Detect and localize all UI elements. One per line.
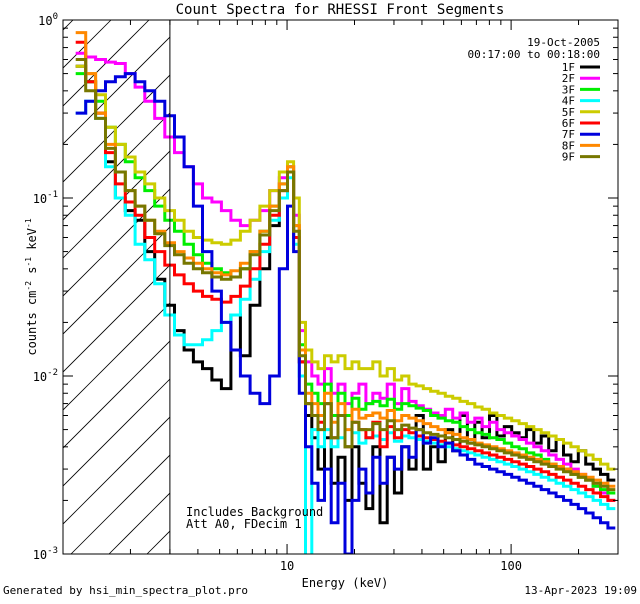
x-axis-label: Energy (keV) <box>302 576 389 590</box>
legend-label: 9F <box>562 151 575 164</box>
hatch-line <box>70 454 170 554</box>
series-line-7F <box>75 72 616 554</box>
series-line-8F <box>75 31 616 488</box>
legend-label: 7F <box>562 128 575 141</box>
hatch-line <box>63 416 170 525</box>
footer-timestamp: 13-Apr-2023 19:09 <box>524 584 637 597</box>
date-label: 19-Oct-2005 <box>527 36 600 49</box>
hatch-line <box>63 378 170 487</box>
y-tick-label: 10-2 <box>33 368 58 384</box>
hatch-line <box>63 302 170 411</box>
x-tick-label: 10 <box>280 559 294 573</box>
chart-title: Count Spectra for RHESSI Front Segments <box>176 2 505 18</box>
series-line-1F <box>75 64 616 525</box>
series-line-3F <box>75 72 616 495</box>
annotation-background: Includes Background <box>186 505 323 519</box>
legend-label: 4F <box>562 95 575 108</box>
y-axis-label: counts cm-2 s-1 keV-1 <box>24 218 39 355</box>
legend-label: 6F <box>562 117 575 130</box>
series-layer <box>75 31 616 554</box>
hatch-line <box>63 188 170 297</box>
x-tick-label: 100 <box>500 559 522 573</box>
hatch-line <box>63 112 170 221</box>
hatch-line <box>63 20 150 107</box>
series-line-5F <box>75 64 616 471</box>
hatch-line <box>63 20 74 31</box>
series-line-9F <box>75 58 616 492</box>
y-tick-label: 10-3 <box>33 546 58 562</box>
legend-label: 2F <box>562 72 575 85</box>
x-axis: 10 100 <box>62 20 619 573</box>
plot-frame <box>62 19 619 555</box>
series-line-6F <box>75 40 616 502</box>
hatch-line <box>63 264 170 373</box>
hatch-line <box>108 492 170 554</box>
hatch-line <box>63 226 170 335</box>
hatch-line <box>63 36 170 145</box>
hatched-region <box>63 20 170 554</box>
legend-label: 8F <box>562 139 575 152</box>
y-tick-label: 100 <box>38 12 58 28</box>
annotation-attenuator: Att A0, FDecim 1 <box>186 517 302 531</box>
y-axis: 100 10-1 10-2 10-3 <box>33 12 618 562</box>
legend-label: 1F <box>562 61 575 74</box>
legend-label: 3F <box>562 83 575 96</box>
footer-generated-by: Generated by hsi_min_spectra_plot.pro <box>3 584 248 597</box>
legend-label: 5F <box>562 106 575 119</box>
time-range-label: 00:17:00 to 00:18:00 <box>468 48 600 61</box>
y-tick-label: 10-1 <box>33 190 58 206</box>
hatch-line <box>63 74 170 183</box>
